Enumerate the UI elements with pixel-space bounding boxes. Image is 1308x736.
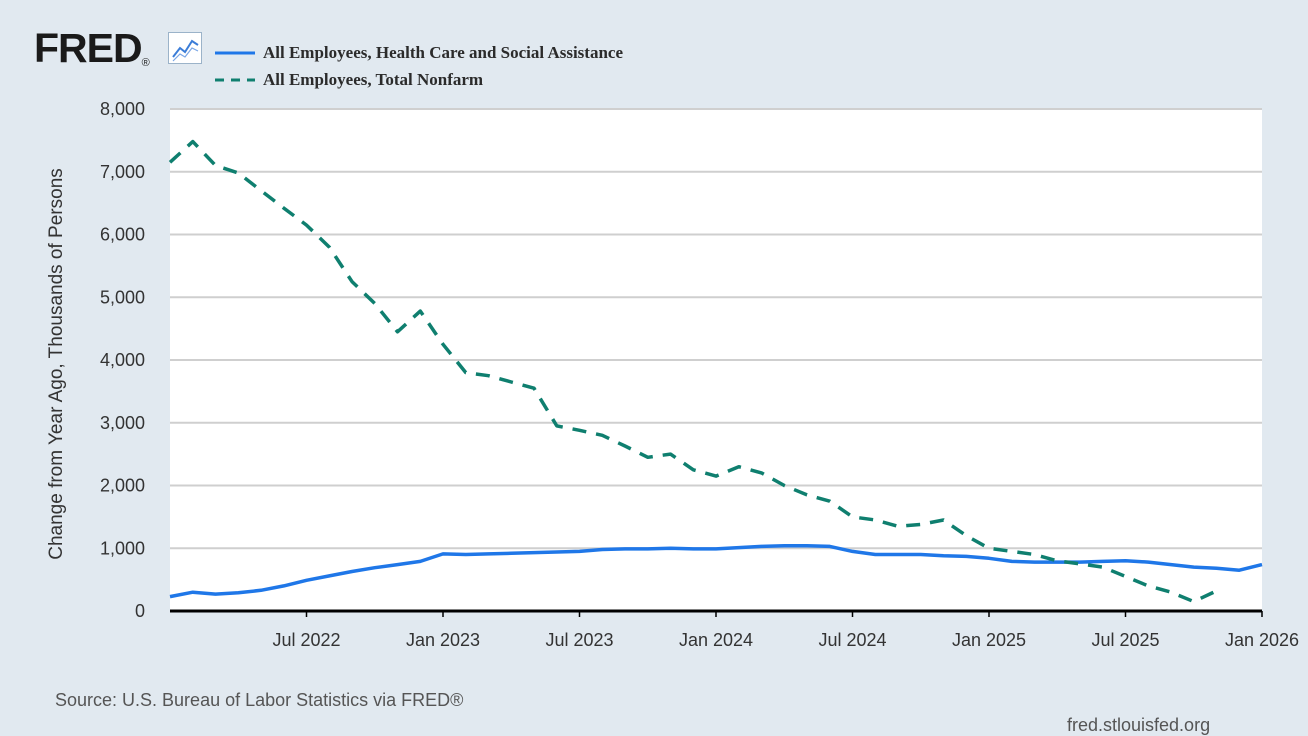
x-tick-label: Jan 2023	[406, 630, 480, 650]
x-tick-label: Jan 2025	[952, 630, 1026, 650]
fred-logo[interactable]: FRED®	[34, 25, 150, 71]
logo-registered-mark: ®	[141, 57, 150, 69]
series-line-nonfarm	[168, 139, 1218, 604]
legend-swatch-dashed	[215, 78, 255, 81]
source-note: Source: U.S. Bureau of Labor Statistics …	[55, 690, 464, 710]
line-chart-icon[interactable]	[168, 32, 202, 64]
legend-swatch-solid	[215, 51, 255, 54]
chart-legend: All Employees, Health Care and Social As…	[215, 39, 623, 93]
y-tick-label: 1,000	[100, 538, 145, 558]
y-tick-label: 4,000	[100, 350, 145, 370]
x-tick-label: Jan 2026	[1225, 630, 1299, 650]
legend-item-health[interactable]: All Employees, Health Care and Social As…	[215, 39, 623, 66]
series-line-health	[169, 543, 1263, 599]
x-tick-label: Jul 2025	[1091, 630, 1159, 650]
x-tick-label: Jul 2022	[272, 630, 340, 650]
legend-label-nonfarm: All Employees, Total Nonfarm	[263, 69, 484, 89]
legend-label-health: All Employees, Health Care and Social As…	[263, 42, 623, 62]
y-tick-label: 0	[135, 601, 145, 621]
site-credit[interactable]: fred.stlouisfed.org	[1067, 715, 1211, 735]
y-tick-label: 7,000	[100, 162, 145, 182]
x-tick-label: Jul 2024	[818, 630, 886, 650]
line-chart-icon-svg	[172, 39, 199, 62]
x-tick-label: Jul 2023	[545, 630, 613, 650]
legend-item-nonfarm[interactable]: All Employees, Total Nonfarm	[215, 66, 623, 93]
y-tick-label: 5,000	[100, 287, 145, 307]
y-tick-label: 8,000	[100, 99, 145, 119]
logo-text: FRED	[34, 25, 143, 71]
x-tick-label: Jan 2024	[679, 630, 753, 650]
y-tick-label: 6,000	[100, 225, 145, 245]
y-tick-label: 2,000	[100, 476, 145, 496]
y-tick-label: 3,000	[100, 413, 145, 433]
